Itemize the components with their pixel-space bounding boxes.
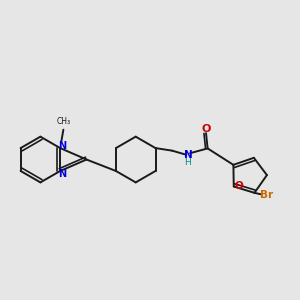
Text: O: O (202, 124, 211, 134)
Text: N: N (58, 169, 66, 179)
Text: O: O (235, 181, 244, 191)
Text: N: N (58, 141, 66, 151)
Text: CH₃: CH₃ (57, 117, 71, 126)
Text: Br: Br (260, 190, 273, 200)
Text: N: N (184, 150, 192, 161)
Text: H: H (184, 158, 191, 167)
